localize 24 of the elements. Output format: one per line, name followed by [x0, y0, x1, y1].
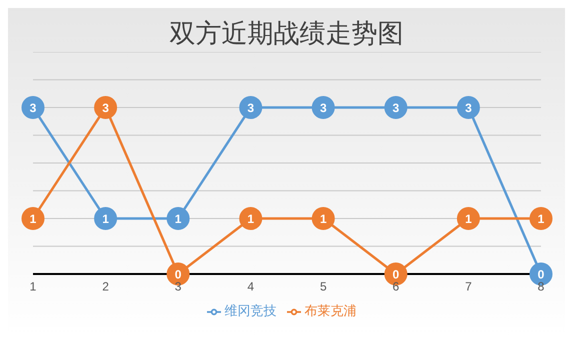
data-label: 1 [465, 212, 472, 226]
chart-title: 双方近期战绩走势图 [168, 18, 404, 51]
x-tick-label: 7 [465, 280, 472, 294]
data-label: 3 [320, 101, 327, 115]
data-label: 1 [538, 212, 545, 226]
data-label: 0 [392, 268, 400, 282]
x-tick-label: 5 [320, 280, 327, 294]
data-label: 3 [102, 101, 110, 115]
data-label: 3 [247, 101, 254, 115]
data-label: 0 [538, 268, 545, 282]
data-label: 3 [392, 101, 400, 115]
data-label: 1 [320, 212, 327, 226]
data-label: 1 [30, 212, 37, 226]
data-label: 1 [247, 212, 254, 226]
data-label: 3 [465, 101, 472, 115]
data-label: 3 [30, 101, 37, 115]
legend-label: 布莱克浦 [304, 303, 356, 318]
x-tick-label: 2 [102, 280, 110, 294]
data-label: 0 [174, 268, 182, 282]
x-tick-label: 1 [30, 280, 37, 294]
x-tick-label: 4 [247, 280, 254, 294]
data-label: 1 [174, 212, 182, 226]
data-label: 1 [102, 212, 110, 226]
legend-label: 维冈竞技 [224, 303, 276, 318]
